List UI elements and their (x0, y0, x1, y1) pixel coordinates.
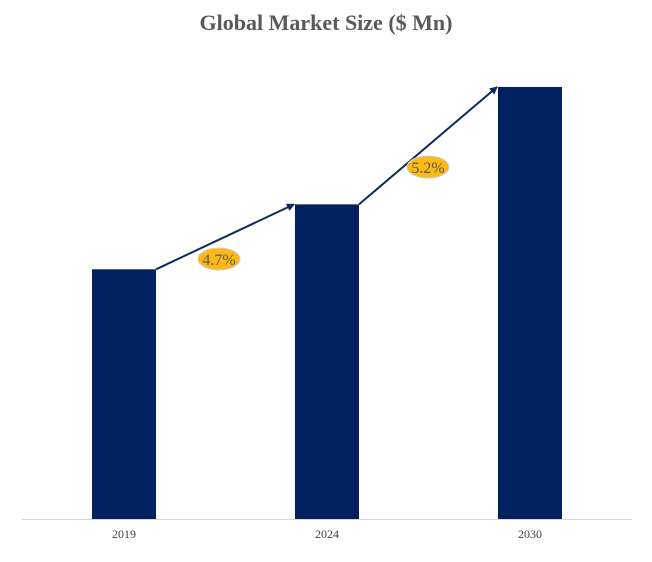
chart-title: Global Market Size ($ Mn) (199, 10, 453, 35)
cagr-badge (197, 247, 241, 271)
growth-arrow (358, 86, 498, 206)
growth-arrow (155, 203, 295, 271)
x-tick-label: 2030 (518, 527, 542, 541)
cagr-label: 4.7% (202, 252, 235, 269)
x-tick-label: 2024 (315, 527, 339, 541)
bar-2019 (92, 269, 156, 519)
bar-2030 (498, 87, 562, 519)
bar-2024 (295, 204, 359, 519)
x-tick-label: 2019 (112, 527, 136, 541)
cagr-label: 5.2% (411, 160, 444, 177)
cagr-badge (406, 155, 450, 179)
